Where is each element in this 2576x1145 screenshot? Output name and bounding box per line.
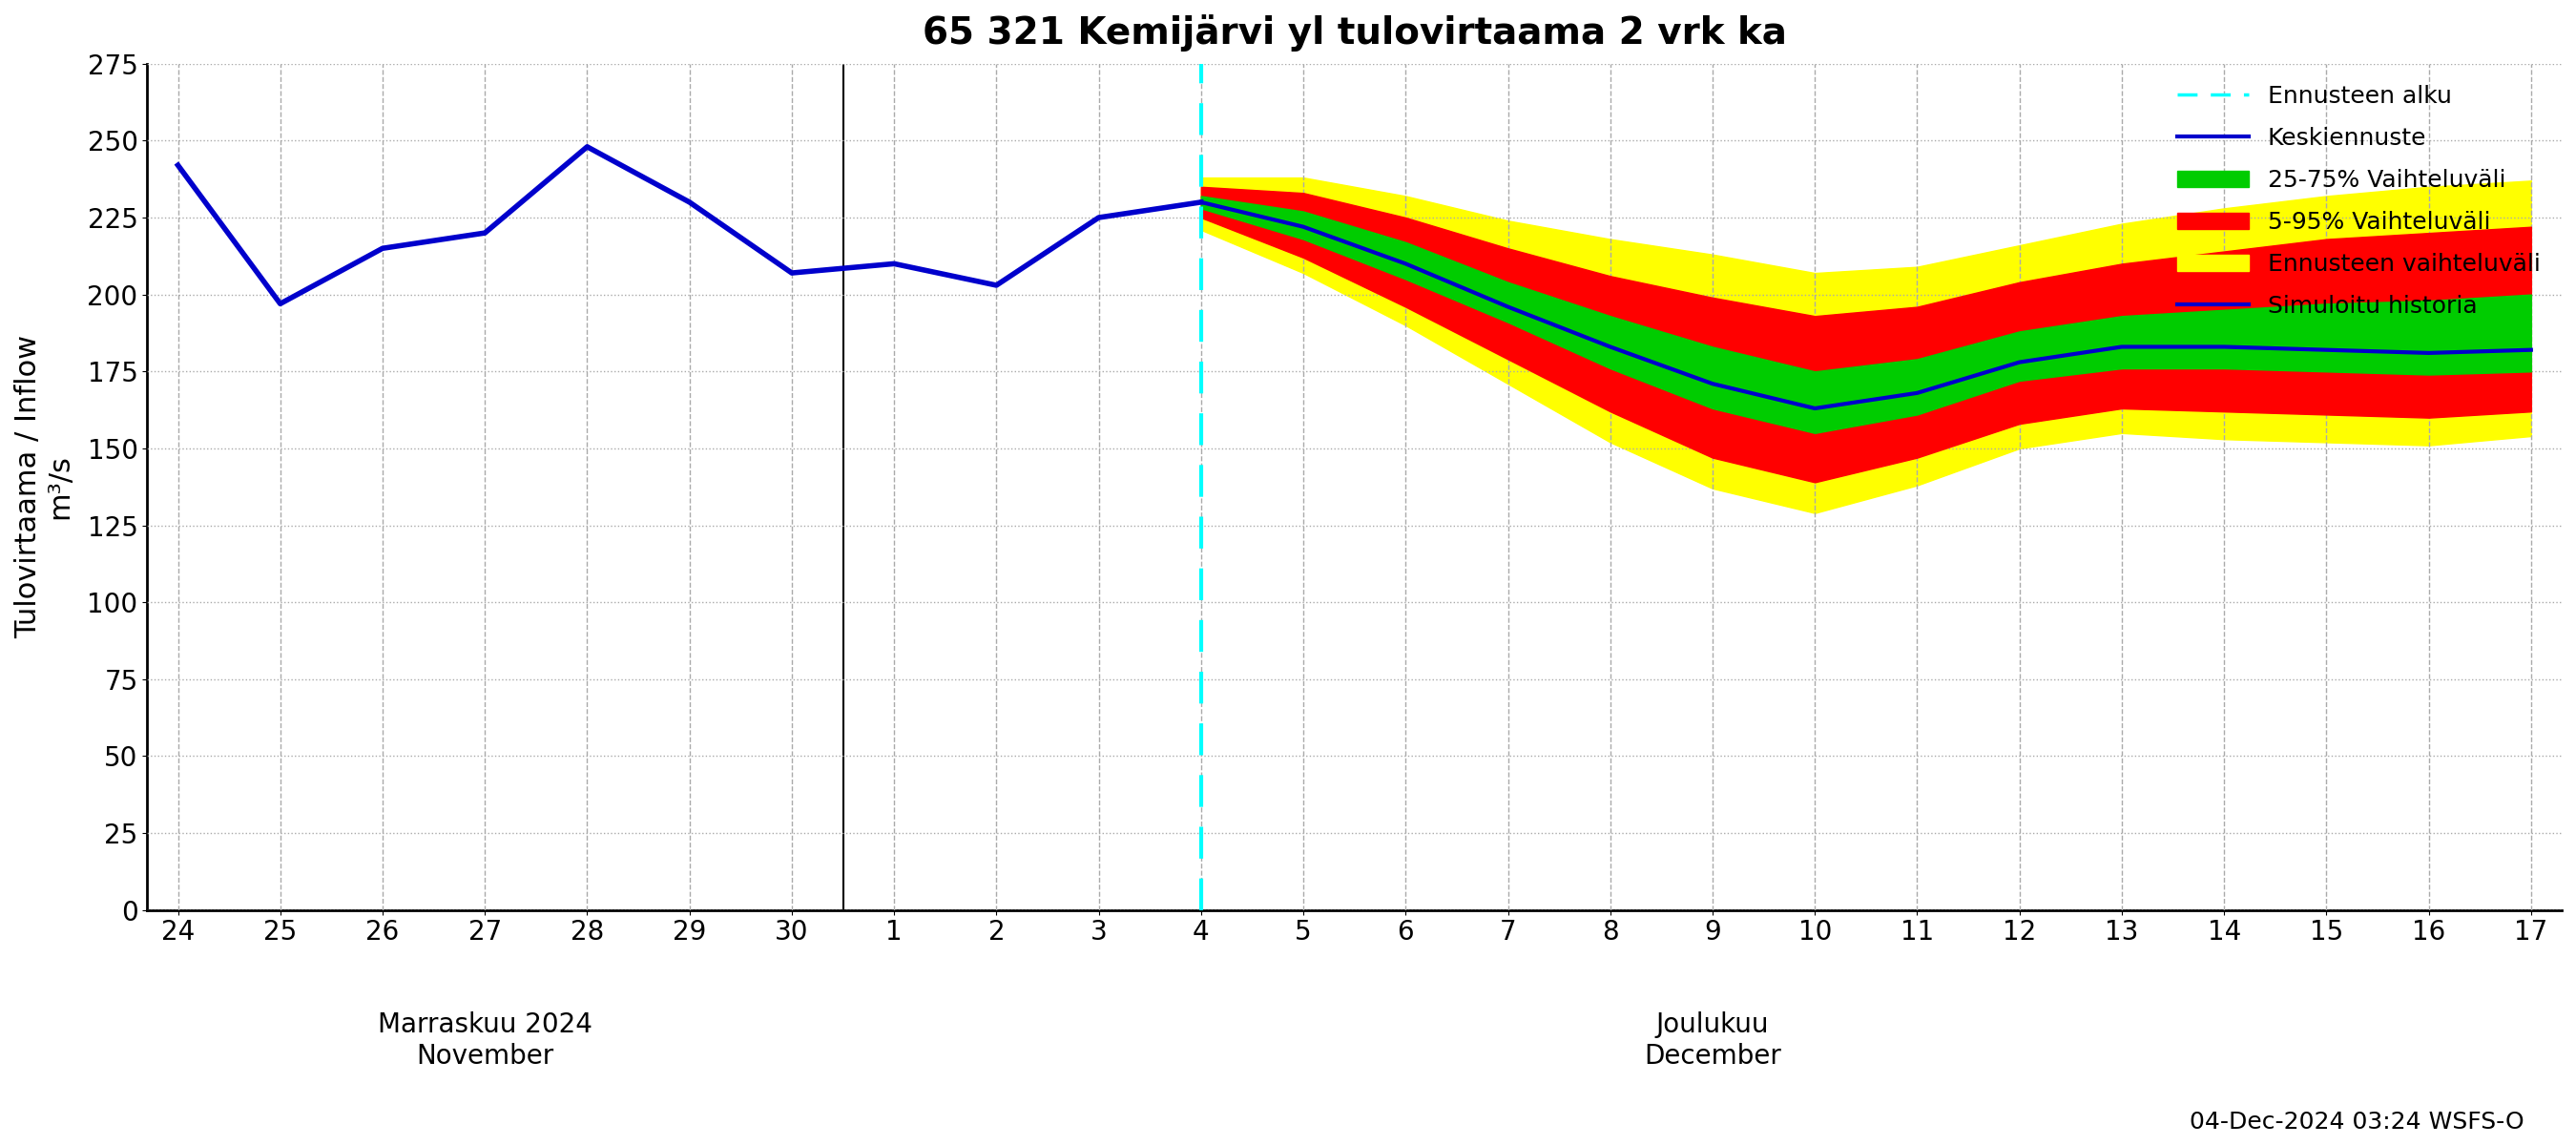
Legend: Ennusteen alku, Keskiennuste, 25-75% Vaihteluväli, 5-95% Vaihteluväli, Ennusteen: Ennusteen alku, Keskiennuste, 25-75% Vai… [2166,76,2550,327]
Title: 65 321 Kemijärvi yl tulovirtaama 2 vrk ka: 65 321 Kemijärvi yl tulovirtaama 2 vrk k… [922,14,1788,52]
Text: 04-Dec-2024 03:24 WSFS-O: 04-Dec-2024 03:24 WSFS-O [2190,1111,2524,1134]
Text: Marraskuu 2024
November: Marraskuu 2024 November [379,1011,592,1069]
Y-axis label: Tulovirtaama / Inflow
m³/s: Tulovirtaama / Inflow m³/s [15,335,75,639]
Text: Joulukuu
December: Joulukuu December [1643,1011,1780,1069]
